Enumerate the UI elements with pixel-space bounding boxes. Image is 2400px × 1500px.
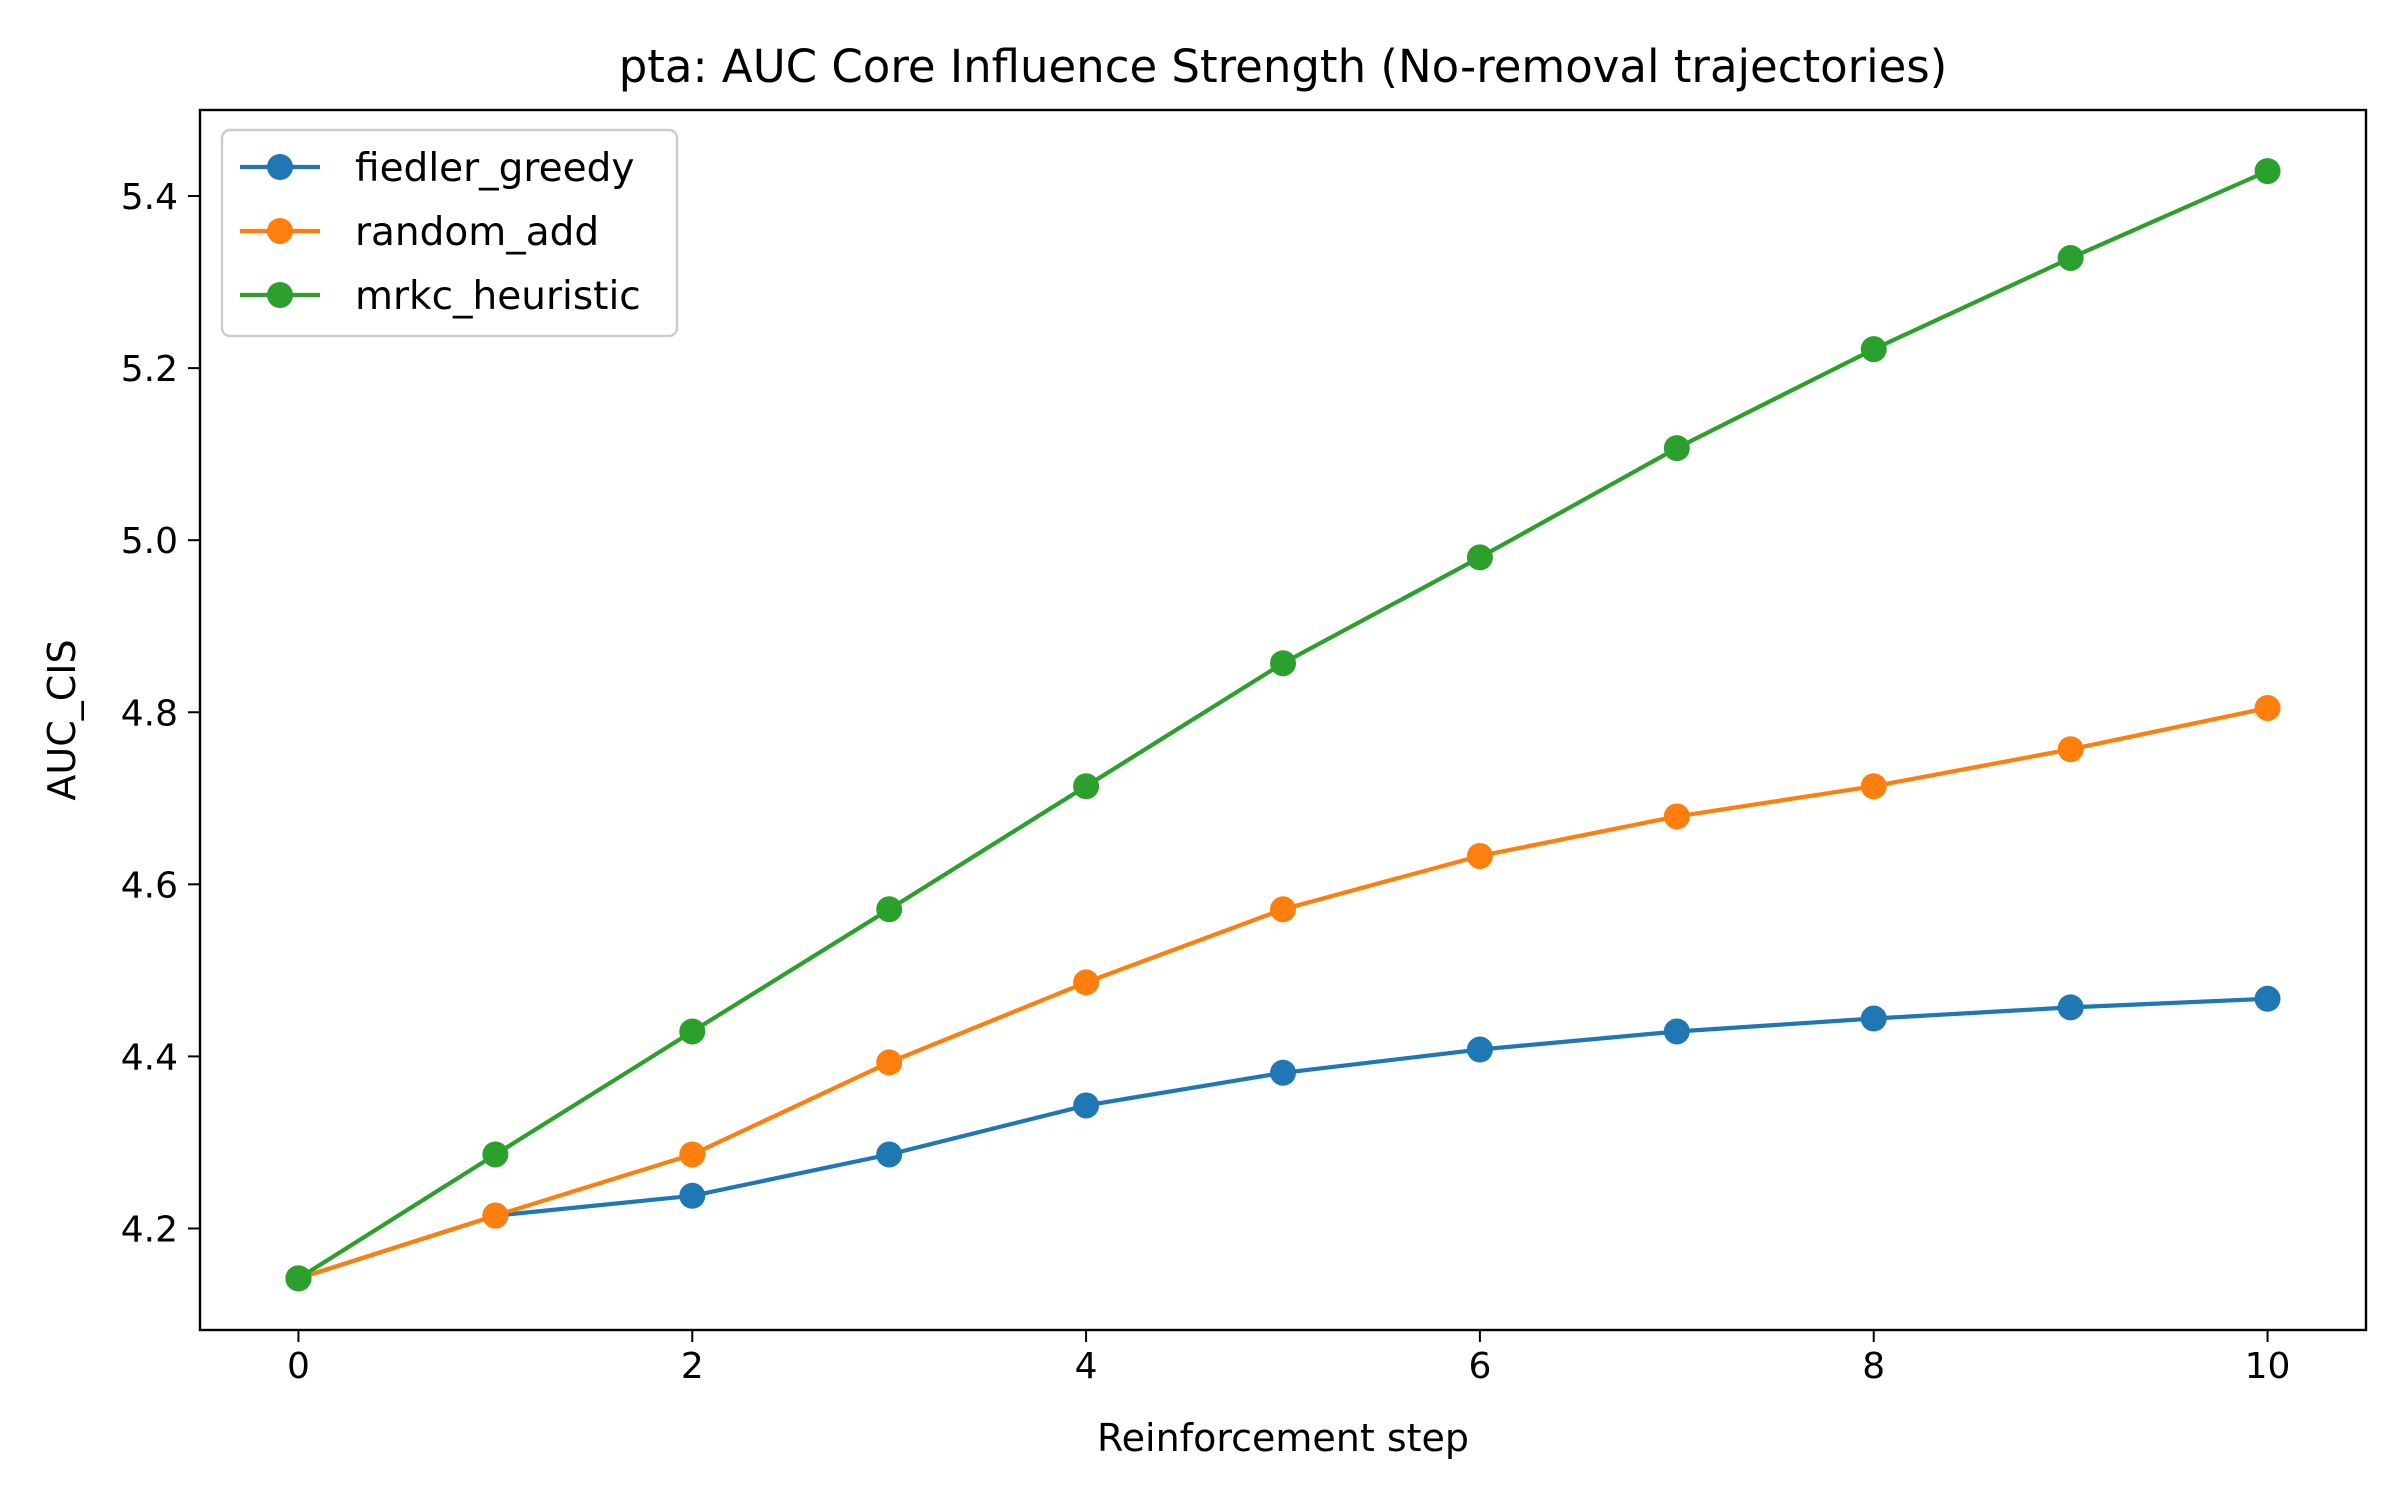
data-point-random_add	[2057, 736, 2084, 763]
y-tick-label: 4.4	[121, 1037, 178, 1078]
data-point-mrkc_heuristic	[285, 1265, 312, 1292]
x-tick-label: 4	[1075, 1346, 1098, 1387]
legend-marker-fiedler_greedy	[267, 154, 293, 180]
data-point-fiedler_greedy	[1270, 1059, 1296, 1086]
chart-title: pta: AUC Core Influence Strength (No-rem…	[619, 40, 1948, 93]
data-point-mrkc_heuristic	[1663, 435, 1690, 462]
x-axis: 0 2 4 6 8 10	[287, 1330, 2290, 1387]
y-tick-label: 5.2	[121, 349, 178, 390]
y-tick-label: 4.2	[121, 1209, 178, 1250]
y-tick-label: 5.4	[121, 177, 178, 218]
x-axis-label: Reinforcement step	[1097, 1416, 1469, 1460]
legend-frame	[220, 128, 679, 338]
x-tick-label: 2	[681, 1346, 704, 1387]
data-point-fiedler_greedy	[2057, 994, 2084, 1021]
data-point-fiedler_greedy	[2254, 985, 2281, 1012]
data-point-fiedler_greedy	[1073, 1092, 1100, 1119]
data-point-mrkc_heuristic	[1073, 773, 1100, 800]
data-point-mrkc_heuristic	[679, 1018, 706, 1045]
legend-label-mrkc_heuristic: mrkc_heuristic	[355, 274, 641, 319]
data-point-random_add	[1073, 969, 1100, 996]
legend-label-fiedler_greedy: fiedler_greedy	[355, 146, 634, 191]
y-axis: 4.2 4.4 4.6 4.8 5.0 5.2 5.4	[121, 177, 200, 1250]
data-point-random_add	[2254, 694, 2281, 721]
data-point-mrkc_heuristic	[482, 1141, 509, 1168]
data-point-mrkc_heuristic	[2254, 158, 2281, 185]
y-tick-label: 4.6	[121, 865, 178, 906]
data-point-mrkc_heuristic	[1466, 544, 1493, 571]
x-tick-label: 0	[287, 1346, 310, 1387]
x-tick-label: 10	[2245, 1346, 2291, 1387]
legend-marker-random_add	[267, 218, 293, 244]
y-tick-label: 4.8	[121, 693, 178, 734]
data-point-fiedler_greedy	[1860, 1005, 1887, 1032]
x-tick-label: 6	[1468, 1346, 1491, 1387]
plot-marks	[285, 158, 2281, 1292]
legend-marker-mrkc_heuristic	[267, 282, 293, 308]
data-point-mrkc_heuristic	[1860, 336, 1887, 363]
data-point-mrkc_heuristic	[1270, 650, 1296, 677]
data-point-fiedler_greedy	[679, 1182, 706, 1209]
data-point-fiedler_greedy	[1663, 1018, 1690, 1045]
data-point-random_add	[482, 1202, 509, 1229]
data-point-mrkc_heuristic	[876, 896, 903, 923]
data-point-mrkc_heuristic	[2057, 244, 2084, 271]
data-point-random_add	[1860, 773, 1887, 800]
legend: fiedler_greedy random_add mrkc_heuristic	[220, 128, 679, 338]
data-point-random_add	[1270, 896, 1296, 923]
data-point-random_add	[876, 1049, 903, 1076]
y-tick-label: 5.0	[121, 521, 178, 562]
x-tick-label: 8	[1862, 1346, 1885, 1387]
data-point-random_add	[1466, 842, 1493, 869]
data-point-random_add	[679, 1141, 706, 1168]
data-point-fiedler_greedy	[1466, 1036, 1493, 1063]
y-axis-label: AUC_CIS	[40, 639, 84, 800]
data-point-random_add	[1663, 803, 1690, 830]
data-point-fiedler_greedy	[876, 1141, 903, 1168]
plot-frame	[198, 108, 2368, 1332]
legend-label-random_add: random_add	[355, 210, 599, 255]
